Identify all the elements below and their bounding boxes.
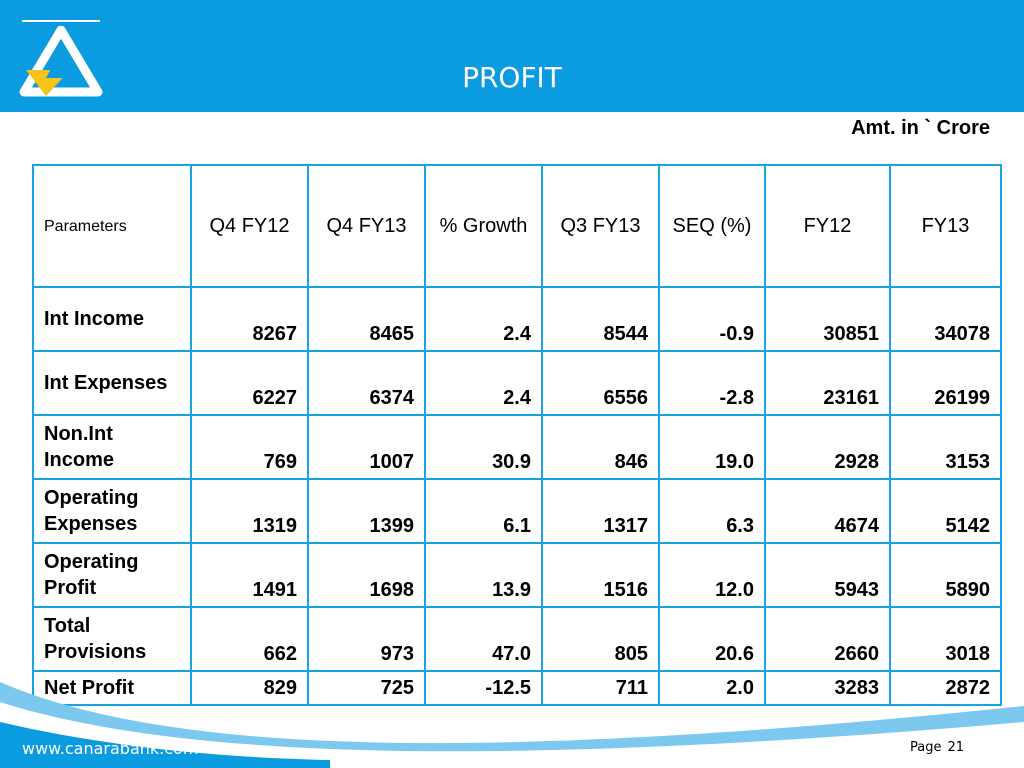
table-row: Operating Profit 1491 1698 13.9 1516 12.… — [32, 542, 1002, 608]
row-label: Int Expenses — [32, 350, 192, 416]
table-cell: 2928 — [764, 414, 891, 480]
header-q3-fy13: Q3 FY13 — [541, 164, 660, 288]
table-cell: 2.4 — [424, 350, 543, 416]
table-cell: 1491 — [190, 542, 309, 608]
table-cell: -12.5 — [424, 670, 543, 706]
canara-bank-logo-icon — [19, 26, 103, 97]
page-title: PROFIT — [462, 61, 562, 94]
table-cell: 973 — [307, 606, 426, 672]
row-label: Net Profit — [32, 670, 192, 706]
row-label: Total Provisions — [32, 606, 192, 672]
row-label: Int Income — [32, 286, 192, 352]
table-cell: 1007 — [307, 414, 426, 480]
logo-divider — [22, 20, 100, 22]
row-label: Operating Expenses — [32, 478, 192, 544]
table-cell: 12.0 — [658, 542, 766, 608]
table-cell: 1516 — [541, 542, 660, 608]
table-cell: 2.0 — [658, 670, 766, 706]
table-cell: -0.9 — [658, 286, 766, 352]
table-cell: 30851 — [764, 286, 891, 352]
table-cell: 6227 — [190, 350, 309, 416]
header-seq: SEQ (%) — [658, 164, 766, 288]
table-cell: 829 — [190, 670, 309, 706]
table-cell: 846 — [541, 414, 660, 480]
table-cell: 805 — [541, 606, 660, 672]
table-cell: 5943 — [764, 542, 891, 608]
page-label: Page — [909, 740, 942, 755]
table-cell: 34078 — [889, 286, 1002, 352]
table-row: Int Income 8267 8465 2.4 8544 -0.9 30851… — [32, 286, 1002, 352]
row-label: Operating Profit — [32, 542, 192, 608]
table-cell: 3283 — [764, 670, 891, 706]
table-cell: 662 — [190, 606, 309, 672]
profit-table: Parameters Q4 FY12 Q4 FY13 % Growth Q3 F… — [32, 164, 1002, 706]
table-cell: 23161 — [764, 350, 891, 416]
table-cell: 1319 — [190, 478, 309, 544]
table-row: Net Profit 829 725 -12.5 711 2.0 3283 28… — [32, 670, 1002, 706]
units-note: Amt. in ` Crore — [851, 117, 990, 139]
table-cell: 3153 — [889, 414, 1002, 480]
table-cell: 6556 — [541, 350, 660, 416]
table-cell: 3018 — [889, 606, 1002, 672]
table-cell: 13.9 — [424, 542, 543, 608]
page-value: 21 — [947, 740, 964, 755]
table-cell: 1399 — [307, 478, 426, 544]
header-growth: % Growth — [424, 164, 543, 288]
table-cell: 1317 — [541, 478, 660, 544]
table-cell: 6.3 — [658, 478, 766, 544]
table-cell: 725 — [307, 670, 426, 706]
table-cell: 8544 — [541, 286, 660, 352]
table-cell: 47.0 — [424, 606, 543, 672]
table-header-row: Parameters Q4 FY12 Q4 FY13 % Growth Q3 F… — [32, 164, 1002, 288]
website-link[interactable]: www.canarabank.com — [22, 739, 199, 758]
table-cell: 8465 — [307, 286, 426, 352]
header-q4-fy13: Q4 FY13 — [307, 164, 426, 288]
header-bar: PROFIT — [0, 0, 1024, 112]
table-cell: 769 — [190, 414, 309, 480]
table-cell: 2872 — [889, 670, 1002, 706]
table-row: Total Provisions 662 973 47.0 805 20.6 2… — [32, 606, 1002, 672]
table-cell: 26199 — [889, 350, 1002, 416]
header-q4-fy12: Q4 FY12 — [190, 164, 309, 288]
table-cell: 6.1 — [424, 478, 543, 544]
table-row: Int Expenses 6227 6374 2.4 6556 -2.8 231… — [32, 350, 1002, 416]
table-cell: 20.6 — [658, 606, 766, 672]
table-cell: 2660 — [764, 606, 891, 672]
footer-swoosh — [0, 682, 1024, 768]
table-cell: 6374 — [307, 350, 426, 416]
table-cell: 2.4 — [424, 286, 543, 352]
table-cell: 5142 — [889, 478, 1002, 544]
table-cell: 5890 — [889, 542, 1002, 608]
page-number: Page 21 — [910, 740, 964, 755]
profit-table-container: Parameters Q4 FY12 Q4 FY13 % Growth Q3 F… — [32, 164, 1002, 706]
table-row: Non.Int Income 769 1007 30.9 846 19.0 29… — [32, 414, 1002, 480]
table-cell: -2.8 — [658, 350, 766, 416]
table-cell: 8267 — [190, 286, 309, 352]
header-fy12: FY12 — [764, 164, 891, 288]
table-cell: 4674 — [764, 478, 891, 544]
header-parameters: Parameters — [32, 164, 192, 288]
table-row: Operating Expenses 1319 1399 6.1 1317 6.… — [32, 478, 1002, 544]
row-label: Non.Int Income — [32, 414, 192, 480]
table-cell: 1698 — [307, 542, 426, 608]
table-cell: 30.9 — [424, 414, 543, 480]
table-cell: 711 — [541, 670, 660, 706]
table-cell: 19.0 — [658, 414, 766, 480]
header-fy13: FY13 — [889, 164, 1002, 288]
